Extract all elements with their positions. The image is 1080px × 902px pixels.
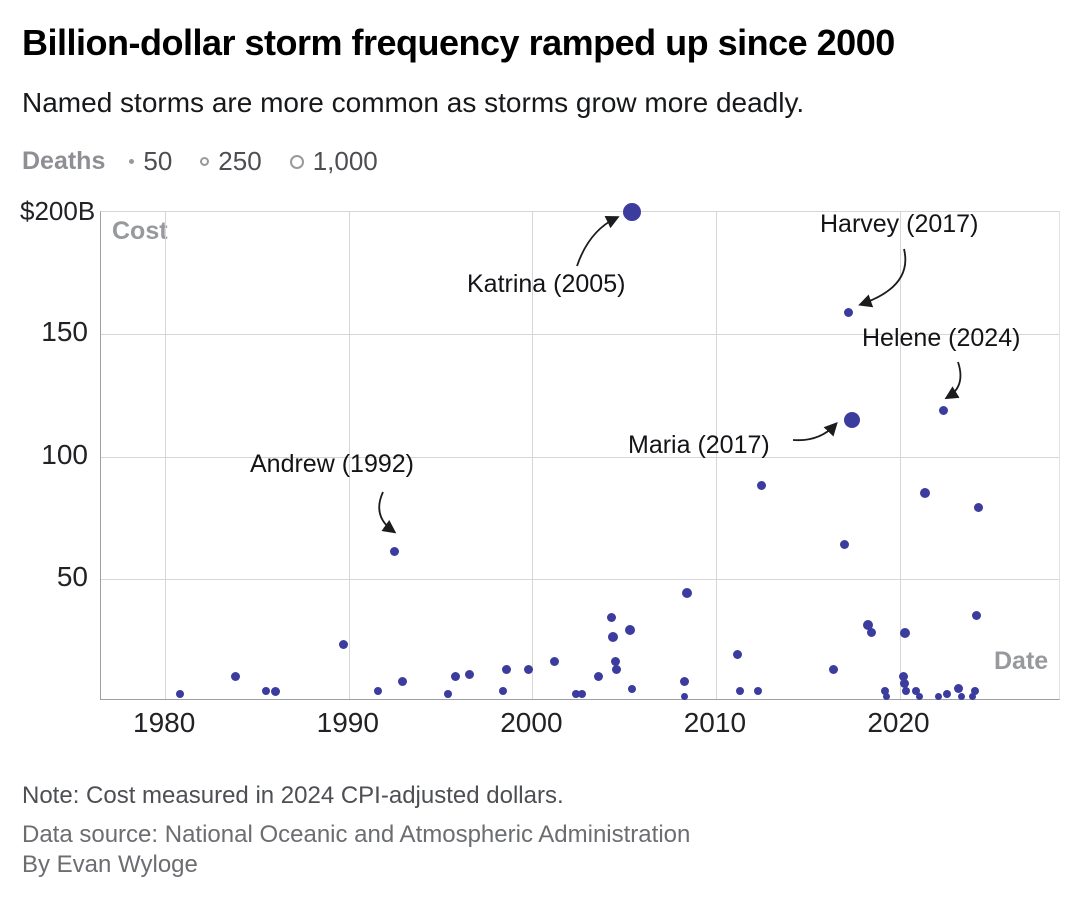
data-point [465,669,475,679]
data-point [828,664,838,674]
data-point [733,650,743,659]
data-point [900,627,910,638]
x-gridline [715,212,717,699]
data-point [899,679,909,689]
data-point [735,687,744,696]
data-point [958,692,966,700]
x-tick-label: 2020 [867,707,930,738]
data-point [973,503,983,513]
data-point [867,628,877,637]
data-point [624,625,635,636]
data-point [443,689,452,698]
data-point-andrew [390,547,400,557]
data-point [549,657,559,667]
y-axis-title: Cost [112,217,168,245]
data-point-maria [843,411,860,428]
legend-title: Deaths [22,147,106,175]
chart-subtitle: Named storms are more common as storms g… [22,87,805,118]
y-tick-label: 150 [41,316,88,348]
byline: By Evan Wyloge [22,851,198,878]
x-gridline [532,212,534,699]
data-point [970,687,979,696]
annotation-maria-2017: Maria (2017) [628,431,770,459]
data-point [920,488,931,499]
x-gridline [165,212,167,699]
data-point [681,692,689,700]
annotation-harvey-2017: Harvey (2017) [820,210,979,238]
data-point [883,692,891,700]
legend-size-circle [289,154,304,169]
data-point [898,672,908,682]
data-point [338,640,348,650]
data-point [230,672,240,682]
data-point [612,664,622,674]
data-point [610,657,620,667]
data-point [901,687,910,696]
legend-item-250: 250 [200,146,262,177]
x-gridline [899,212,901,699]
data-point [397,676,407,686]
plot-area [100,203,1060,700]
chart-title: Billion-dollar storm frequency ramped up… [22,22,895,63]
data-point [175,689,184,698]
y-gridline [101,578,1059,580]
x-tick-label: 1990 [316,707,379,738]
legend-item-1-000: 1,000 [289,146,378,177]
data-point [270,686,280,696]
data-point [757,481,767,491]
y-gridline [101,334,1059,336]
legend-items: 50 250 1,000 [129,146,378,177]
legend-item-label: 250 [218,146,262,176]
data-point [577,689,586,698]
data-point [681,588,692,599]
size-legend: Deaths 50 250 1,000 [22,146,378,177]
y-tick-label: 100 [41,438,88,470]
data-point [839,540,849,549]
data-point [912,687,920,696]
data-point [606,613,616,623]
data-point [754,687,763,696]
y-gridline [101,456,1059,458]
data-point [374,687,383,696]
data-point [972,610,982,620]
data-point [680,676,690,686]
y-axis-top-label: $200B [20,196,96,226]
x-tick-label: 1980 [133,707,196,738]
x-tick-label: 2000 [500,707,563,738]
x-axis-title: Date [994,647,1049,675]
legend-item-label: 1,000 [312,146,378,176]
data-point [943,689,952,698]
data-point [262,687,271,696]
data-point [524,664,534,674]
annotation-katrina-2005: Katrina (2005) [467,270,626,298]
footnote: Note: Cost measured in 2024 CPI-adjusted… [22,782,564,809]
legend-size-circle [200,157,210,166]
legend-size-circle [129,159,135,164]
data-point [608,632,619,643]
data-source: Data source: National Oceanic and Atmosp… [22,821,691,848]
legend-item-label: 50 [143,146,173,176]
data-point [934,692,942,700]
data-point [863,620,874,631]
annotation-helene-2024: Helene (2024) [862,324,1021,352]
data-point [593,672,603,682]
data-point [572,689,581,698]
data-point [627,684,636,693]
x-gridline [348,212,350,699]
data-point [916,692,924,700]
data-point [969,692,977,700]
data-point-helene [939,405,948,415]
data-point [499,687,507,696]
x-tick-label: 2010 [683,707,747,738]
annotation-andrew-1992: Andrew (1992) [250,450,414,478]
data-point [450,672,460,682]
legend-item-50: 50 [129,146,172,177]
data-point-katrina [622,203,641,221]
data-point [880,687,889,696]
data-point [502,664,512,674]
data-point-harvey [843,307,853,317]
y-tick-label: 50 [56,560,88,592]
data-point [953,684,963,694]
